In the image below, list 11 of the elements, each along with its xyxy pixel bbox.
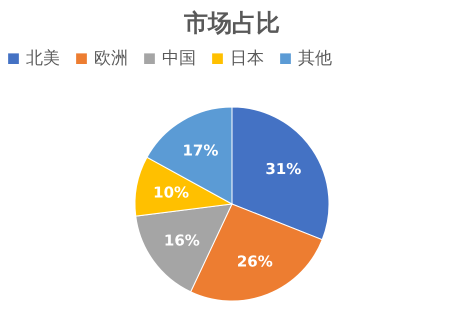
legend-label: 中国 (162, 48, 196, 69)
legend-label: 其他 (298, 48, 332, 69)
legend-label: 日本 (230, 48, 264, 69)
data-label: 16% (164, 231, 200, 250)
data-label: 17% (182, 142, 218, 160)
data-label: 31% (265, 160, 302, 178)
data-label: 10% (153, 183, 190, 202)
legend-label: 欧洲 (94, 48, 128, 69)
chart-title: 市场占比 (183, 9, 280, 37)
data-label: 26% (236, 252, 273, 271)
legend-label: 北美 (26, 48, 60, 69)
